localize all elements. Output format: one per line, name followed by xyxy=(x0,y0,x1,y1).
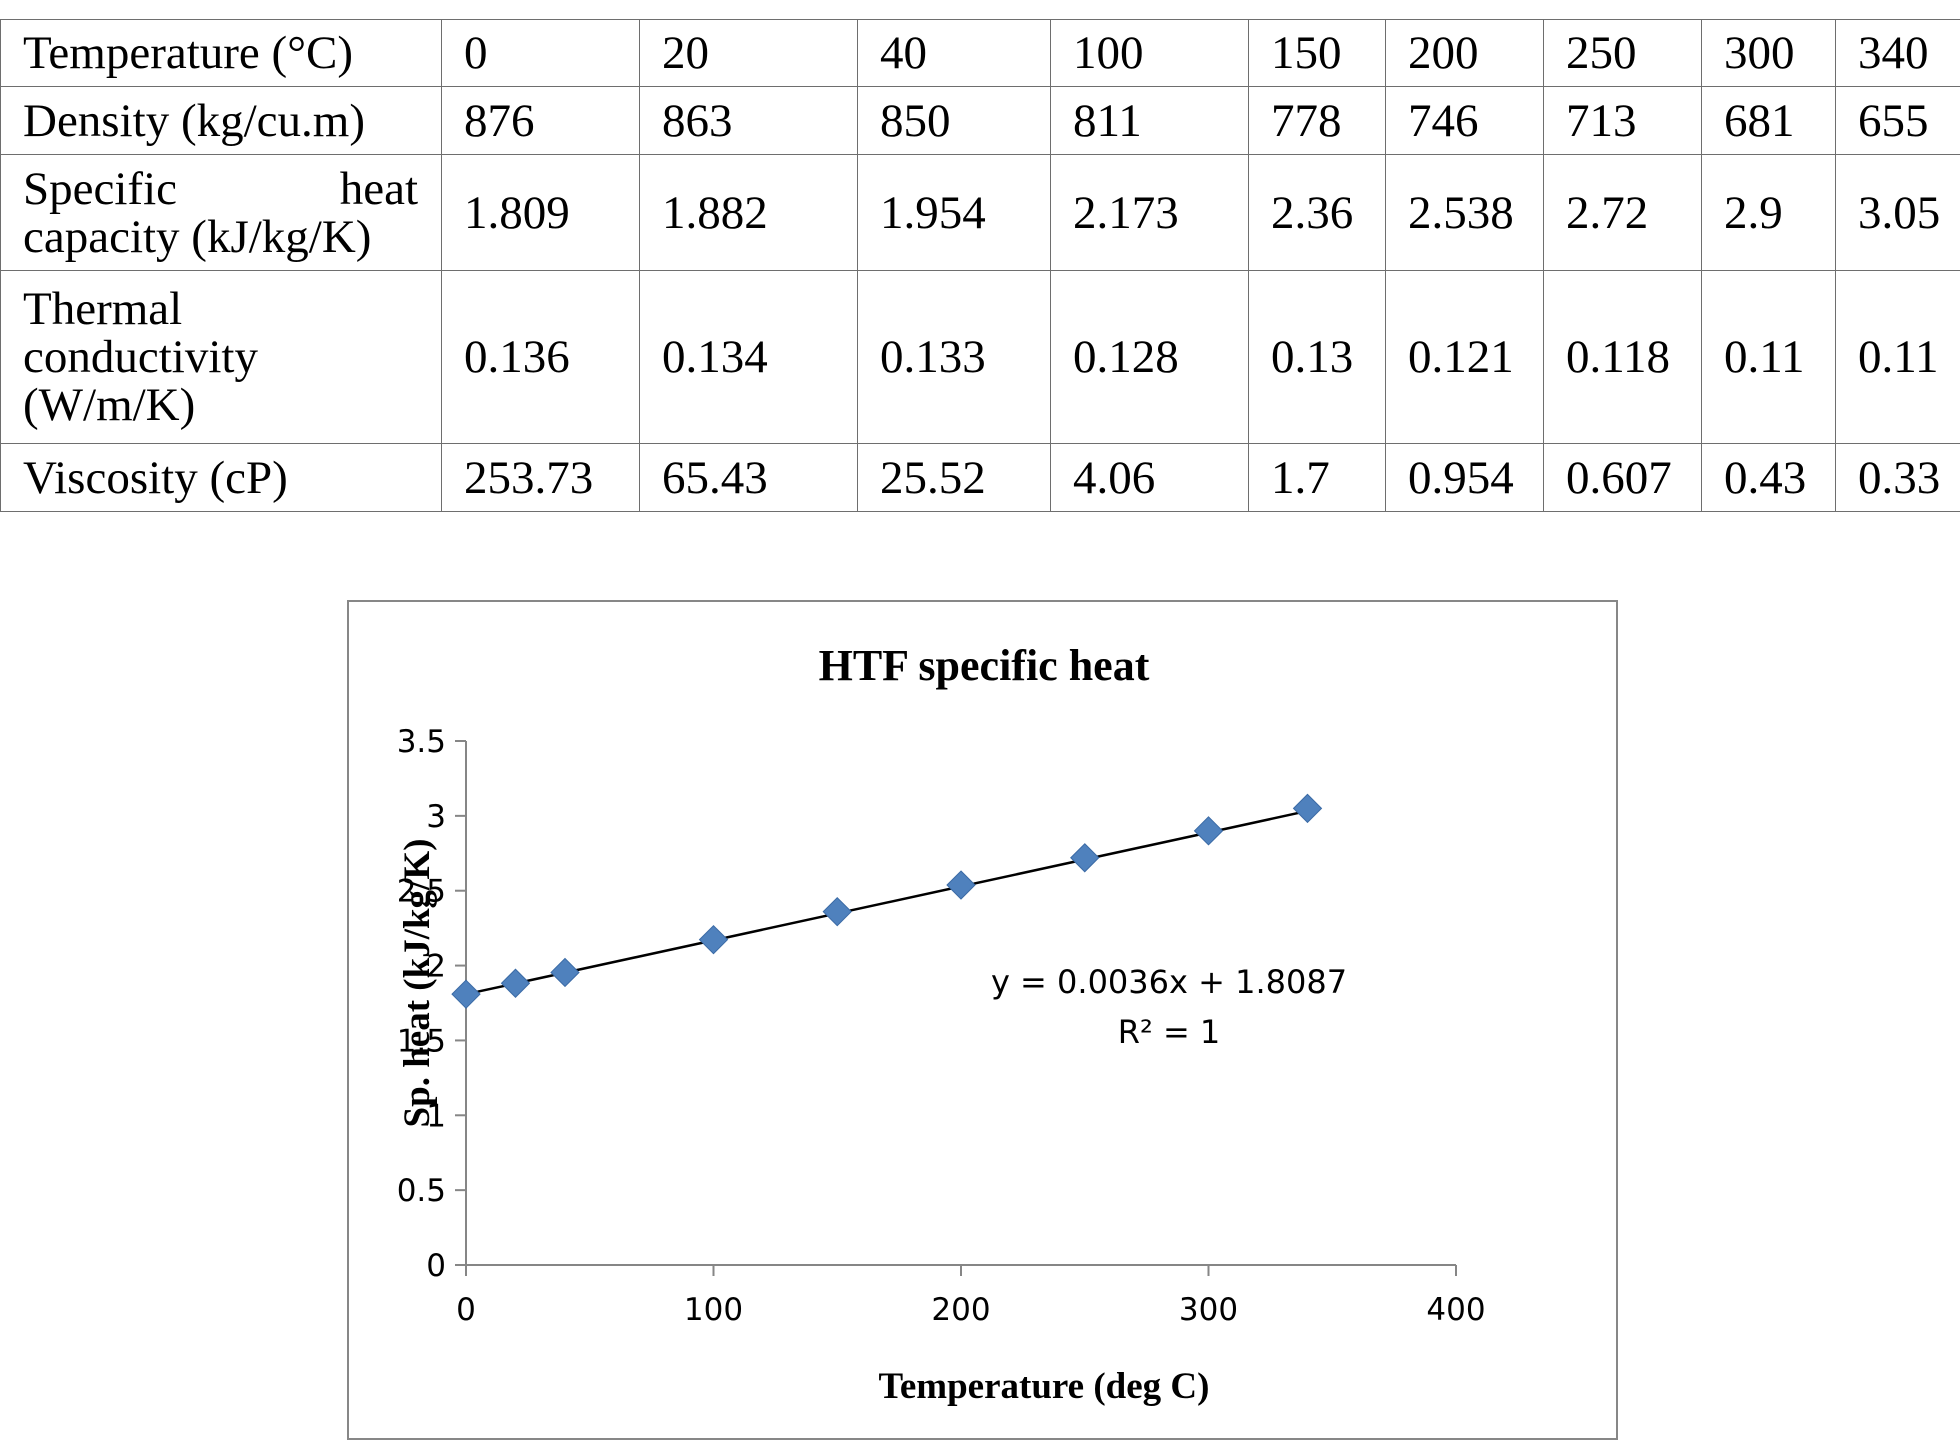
trendline-r-squared: R² = 1 xyxy=(1118,1013,1221,1051)
data-point xyxy=(452,980,480,1008)
x-tick-label: 200 xyxy=(931,1292,990,1328)
table-cell: 0.134 xyxy=(640,271,858,444)
table-cell: 25.52 xyxy=(858,444,1051,512)
table-cell: 20 xyxy=(640,20,858,87)
table-cell: 0.607 xyxy=(1544,444,1702,512)
trendline-equation: y = 0.0036x + 1.8087 xyxy=(991,963,1347,1001)
x-tick-labels: 0 100 200 300 400 xyxy=(456,1292,1485,1328)
table-cell: 0.11 xyxy=(1836,271,1960,444)
table-cell: 340 xyxy=(1836,20,1960,87)
row-header-thermal-conductivity: Thermal conductivity (W/m/K) xyxy=(1,271,442,444)
table-cell: 0.43 xyxy=(1702,444,1836,512)
table-cell: 1.809 xyxy=(442,155,640,271)
table-cell: 0.133 xyxy=(858,271,1051,444)
data-point xyxy=(1294,794,1322,822)
x-tick-label: 100 xyxy=(684,1292,743,1328)
table-cell: 2.36 xyxy=(1249,155,1386,271)
x-tick-label: 400 xyxy=(1426,1292,1485,1328)
table-cell: 863 xyxy=(640,87,858,155)
table-cell: 778 xyxy=(1249,87,1386,155)
row-header-word: Specific xyxy=(23,165,177,213)
table-row-viscosity: Viscosity (cP) 253.73 65.43 25.52 4.06 1… xyxy=(1,444,1960,512)
table-cell: 0.136 xyxy=(442,271,640,444)
row-header-line: conductivity xyxy=(23,333,441,381)
table-cell: 2.72 xyxy=(1544,155,1702,271)
row-header-specific-heat: Specific heat capacity (kJ/kg/K) xyxy=(1,155,442,271)
table-cell: 0.13 xyxy=(1249,271,1386,444)
table-cell: 0.954 xyxy=(1386,444,1544,512)
y-tick-label: 0.5 xyxy=(397,1173,446,1209)
table-cell: 150 xyxy=(1249,20,1386,87)
y-tick-label: 0 xyxy=(426,1248,446,1284)
table-cell: 1.7 xyxy=(1249,444,1386,512)
table-row-temperature: Temperature (°C) 0 20 40 100 150 200 250… xyxy=(1,20,1960,87)
table-cell: 713 xyxy=(1544,87,1702,155)
row-header-line: (W/m/K) xyxy=(23,381,441,429)
table-row-thermal-conductivity: Thermal conductivity (W/m/K) 0.136 0.134… xyxy=(1,271,1960,444)
table-cell: 1.882 xyxy=(640,155,858,271)
table-cell: 65.43 xyxy=(640,444,858,512)
properties-table: Temperature (°C) 0 20 40 100 150 200 250… xyxy=(0,19,1960,512)
y-tick-label: 3 xyxy=(426,799,446,835)
data-point xyxy=(551,958,579,986)
row-header-density: Density (kg/cu.m) xyxy=(1,87,442,155)
table-cell: 0.128 xyxy=(1051,271,1249,444)
data-point xyxy=(1195,817,1223,845)
chart-title: HTF specific heat xyxy=(819,641,1150,690)
table-cell: 2.9 xyxy=(1702,155,1836,271)
table-cell: 811 xyxy=(1051,87,1249,155)
data-point xyxy=(947,871,975,899)
table-cell: 100 xyxy=(1051,20,1249,87)
y-tick-label: 3.5 xyxy=(397,724,446,760)
row-header-word: heat xyxy=(340,165,418,213)
data-point xyxy=(823,898,851,926)
table-cell: 876 xyxy=(442,87,640,155)
table-cell: 4.06 xyxy=(1051,444,1249,512)
table-cell: 2.538 xyxy=(1386,155,1544,271)
table-cell: 850 xyxy=(858,87,1051,155)
data-point xyxy=(1071,844,1099,872)
x-tick-label: 0 xyxy=(456,1292,476,1328)
table-cell: 2.173 xyxy=(1051,155,1249,271)
table-cell: 746 xyxy=(1386,87,1544,155)
table-cell: 3.05 xyxy=(1836,155,1960,271)
x-axis-title: Temperature (deg C) xyxy=(879,1366,1210,1407)
table-cell: 40 xyxy=(858,20,1051,87)
row-header-line: capacity (kJ/kg/K) xyxy=(23,213,441,261)
x-tick-label: 300 xyxy=(1179,1292,1238,1328)
row-header-viscosity: Viscosity (cP) xyxy=(1,444,442,512)
row-header-line: Thermal xyxy=(23,285,441,333)
table-cell: 250 xyxy=(1544,20,1702,87)
table-cell: 200 xyxy=(1386,20,1544,87)
table-cell: 0.121 xyxy=(1386,271,1544,444)
table-cell: 0 xyxy=(442,20,640,87)
table-row-density: Density (kg/cu.m) 876 863 850 811 778 74… xyxy=(1,87,1960,155)
table-cell: 681 xyxy=(1702,87,1836,155)
table-cell: 655 xyxy=(1836,87,1960,155)
table-cell: 1.954 xyxy=(858,155,1051,271)
row-header-temperature: Temperature (°C) xyxy=(1,20,442,87)
table-row-specific-heat: Specific heat capacity (kJ/kg/K) 1.809 1… xyxy=(1,155,1960,271)
table-cell: 253.73 xyxy=(442,444,640,512)
row-header-line: Specific heat xyxy=(23,165,418,213)
table-cell: 0.33 xyxy=(1836,444,1960,512)
table-cell: 300 xyxy=(1702,20,1836,87)
y-axis-title: Sp. heat (kJ/kg/K) xyxy=(397,839,438,1128)
table-cell: 0.118 xyxy=(1544,271,1702,444)
data-point xyxy=(700,926,728,954)
data-point xyxy=(502,969,530,997)
table-cell: 0.11 xyxy=(1702,271,1836,444)
